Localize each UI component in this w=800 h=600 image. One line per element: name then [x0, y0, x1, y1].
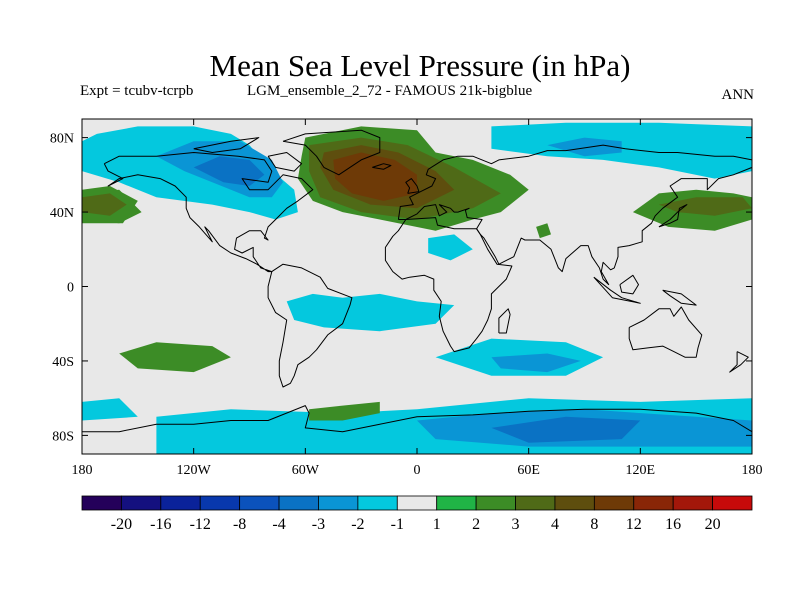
coastline-2	[267, 263, 353, 388]
colorbar-label-0: -20	[111, 516, 132, 533]
colorbar-swatch-16	[712, 495, 753, 511]
axes: 180 120W 60W 0 60E 120E 180 80N 40N 0 40S 80S	[50, 119, 763, 478]
colorbar-swatch-8	[396, 495, 438, 511]
coastline-15	[267, 152, 303, 172]
season-label: ANN	[721, 87, 755, 103]
colorbar-swatch-3	[199, 495, 241, 511]
x-tick-label-4: 60E	[517, 463, 540, 478]
contour-region-2	[193, 156, 265, 186]
contour-region-11	[491, 416, 641, 443]
y-tick-label-0: 80N	[50, 132, 74, 147]
y-tick-label-2: 0	[67, 281, 74, 296]
y-tick-label-1: 40N	[50, 206, 74, 221]
coastline-9	[658, 204, 688, 228]
colorbar-swatch-15	[672, 495, 713, 511]
coastline-10	[593, 276, 641, 304]
colorbar-label-3: -8	[233, 516, 246, 533]
colorbar-swatch-11	[515, 495, 556, 511]
colorbar-label-4: -4	[272, 516, 285, 533]
colorbar-label-2: -12	[190, 516, 211, 533]
contour-region-22	[119, 342, 231, 373]
coastline-12	[662, 289, 697, 306]
coastline-1	[282, 129, 381, 176]
x-tick-label-5: 120E	[626, 463, 656, 478]
coastline-14	[372, 163, 392, 170]
coastline-5	[628, 306, 703, 358]
contour-region-18	[658, 197, 752, 216]
colorbar-label-14: 16	[665, 516, 681, 533]
experiment-label: Expt = tcubv-tcrpb	[80, 83, 194, 99]
x-tick-label-1: 120W	[177, 463, 212, 478]
coastline-16	[193, 137, 260, 153]
colorbar-swatch-9	[436, 495, 477, 511]
colorbar-swatch-2	[160, 495, 201, 511]
contour-region-6	[428, 234, 473, 261]
x-tick-label-2: 60W	[292, 463, 320, 478]
colorbar-label-7: -1	[391, 516, 404, 533]
colorbar-label-6: -2	[351, 516, 364, 533]
contour-region-8	[491, 353, 581, 373]
coastline-4	[384, 217, 513, 353]
y-tick-label-3: 40S	[52, 355, 74, 370]
colorbar-swatch-6	[318, 495, 359, 511]
colorbar-label-10: 3	[512, 516, 520, 533]
colorbar: -20 -16 -12 -8 -4 -3 -2 -1 1 2 3 4 8 12 16 20	[81, 495, 753, 533]
colorbar-label-9: 2	[472, 516, 480, 533]
coastline-6	[82, 405, 752, 433]
colorbar-swatch-12	[554, 495, 595, 511]
coastline-3	[397, 144, 752, 286]
coastline-8	[498, 308, 511, 334]
contour-region-24	[536, 223, 551, 239]
colorbar-swatch-0	[81, 495, 122, 511]
run-label: LGM_ensemble_2_72 - FAMOUS 21k-bigblue	[247, 83, 533, 99]
pressure-contours	[82, 122, 752, 454]
chart-title: Mean Sea Level Pressure (in hPa)	[209, 48, 631, 83]
colorbar-label-12: 8	[590, 516, 598, 533]
colorbar-label-13: 12	[626, 516, 642, 533]
coastlines	[82, 129, 752, 433]
x-tick-label-6: 180	[742, 463, 763, 478]
colorbar-label-1: -16	[150, 516, 171, 533]
colorbar-swatch-4	[239, 495, 280, 511]
contour-region-21	[82, 193, 127, 216]
coastline-7	[405, 178, 420, 194]
coastline-0	[103, 152, 314, 273]
colorbar-label-5: -3	[312, 516, 325, 533]
y-tick-label-4: 80S	[52, 429, 74, 444]
colorbar-label-8: 1	[433, 516, 441, 533]
contour-region-5	[286, 293, 455, 332]
x-tick-label-0: 180	[72, 463, 93, 478]
coastline-11	[619, 274, 639, 295]
contour-region-4	[547, 137, 622, 157]
colorbar-label-15: 20	[705, 516, 721, 533]
colorbar-label-11: 4	[551, 516, 559, 533]
coastline-13	[729, 351, 749, 373]
colorbar-swatch-14	[633, 495, 674, 511]
colorbar-swatch-13	[593, 495, 635, 511]
colorbar-swatch-5	[278, 495, 319, 511]
contour-region-12	[82, 398, 138, 421]
x-tick-label-3: 0	[414, 463, 421, 478]
colorbar-swatch-10	[475, 495, 516, 511]
colorbar-swatch-1	[121, 495, 162, 511]
contour-region-23	[309, 401, 380, 421]
colorbar-swatch-7	[357, 495, 398, 511]
